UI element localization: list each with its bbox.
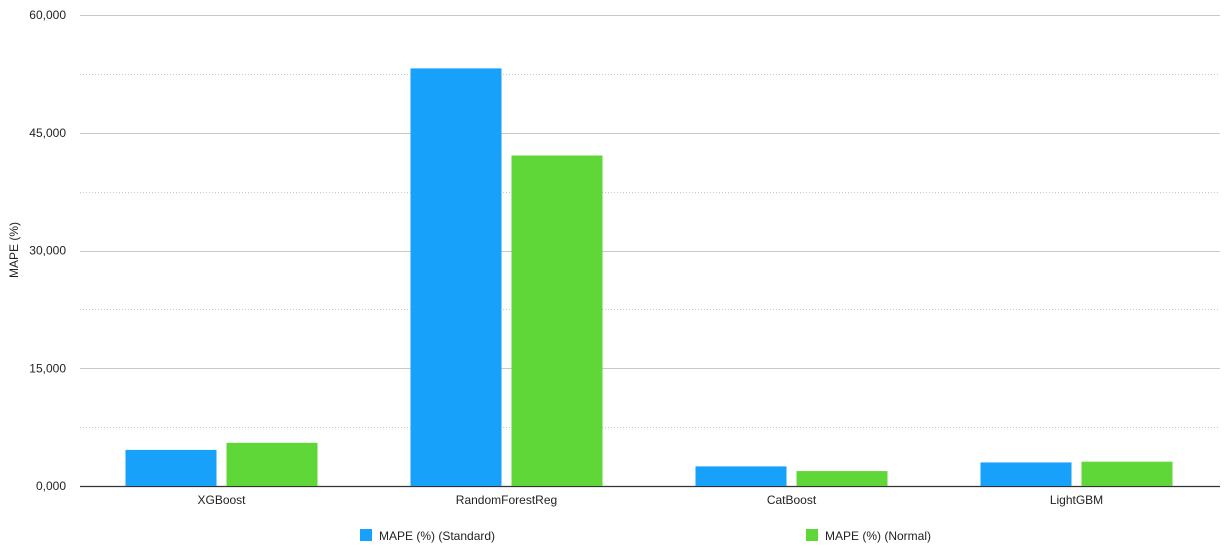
bar-catboost-normal — [796, 471, 888, 486]
gridlines — [80, 15, 1220, 488]
legend-swatch — [360, 529, 372, 541]
x-category-label: XGBoost — [197, 493, 246, 507]
bar-catboost-standard — [695, 466, 787, 486]
legend-label: MAPE (%) (Standard) — [379, 529, 495, 543]
y-axis-title: MAPE (%) — [7, 222, 21, 278]
y-tick-label: 15,000 — [29, 361, 66, 375]
x-category-label: CatBoost — [767, 493, 817, 507]
x-axis-categories: XGBoost RandomForestReg CatBoost LightGBM — [197, 493, 1103, 507]
legend-label: MAPE (%) (Normal) — [825, 529, 931, 543]
bar-randomforestreg-standard — [410, 68, 502, 486]
bar-xgboost-normal — [226, 442, 318, 486]
y-axis-ticks: 0,000 15,000 30,000 45,000 60,000 — [29, 8, 66, 493]
bar-lightgbm-standard — [980, 462, 1072, 486]
bar-randomforestreg-normal — [511, 155, 603, 486]
x-category-label: LightGBM — [1050, 493, 1103, 507]
y-tick-label: 30,000 — [29, 244, 66, 258]
bars — [125, 68, 1173, 486]
legend-swatch — [806, 529, 818, 541]
y-tick-label: 60,000 — [29, 8, 66, 22]
bar-xgboost-standard — [125, 449, 217, 486]
legend-item-standard: MAPE (%) (Standard) — [360, 529, 495, 543]
y-tick-label: 45,000 — [29, 126, 66, 140]
x-category-label: RandomForestReg — [456, 493, 557, 507]
bar-lightgbm-normal — [1081, 461, 1173, 486]
legend: MAPE (%) (Standard) MAPE (%) (Normal) — [360, 529, 931, 543]
y-tick-label: 0,000 — [36, 479, 66, 493]
legend-item-normal: MAPE (%) (Normal) — [806, 529, 931, 543]
